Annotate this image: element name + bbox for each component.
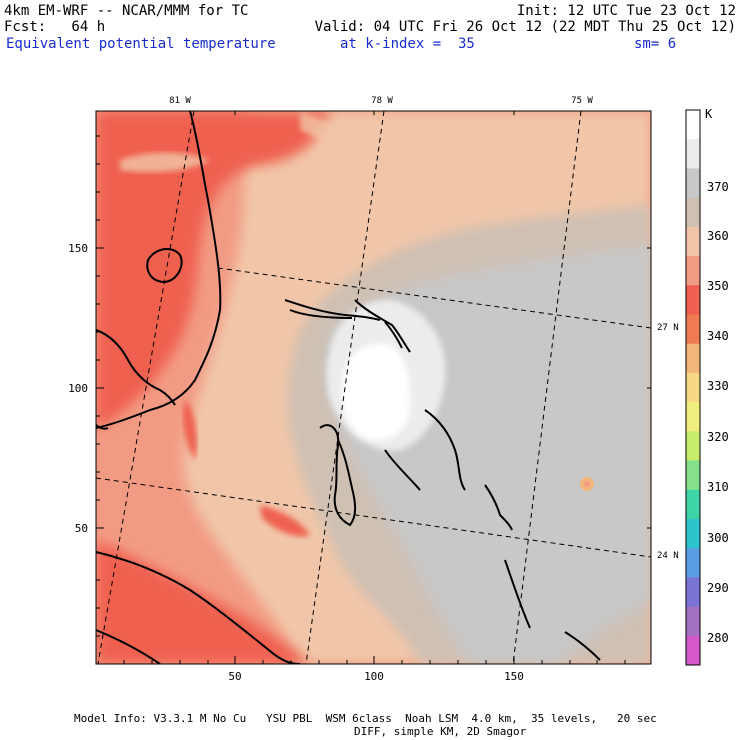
- smoothing-info: sm= 6: [634, 36, 677, 52]
- colorbar-cell: [686, 606, 700, 637]
- colorbar-cell: [686, 548, 700, 578]
- colorbar-label: 330: [707, 379, 729, 393]
- colorbar-cell: [686, 197, 700, 228]
- forecast-hour: Fcst: 64 h: [4, 19, 106, 35]
- lat-label: 27 N: [657, 323, 679, 333]
- colorbar-cell: [686, 285, 700, 315]
- x-tick-label: 150: [504, 670, 524, 683]
- lat-lon-grid: [96, 111, 651, 664]
- colorbar-cell: [686, 372, 700, 403]
- colorbar: K 370 360 350 340 330 320 310 300 290 28…: [685, 107, 729, 666]
- colorbar-cell: [686, 139, 700, 169]
- colorbar-cell: [686, 226, 700, 257]
- y-tick-label: 50: [75, 522, 88, 535]
- lon-label: 81 W: [169, 96, 191, 106]
- colorbar-cell: [686, 343, 700, 374]
- y-tick-label: 150: [68, 242, 88, 255]
- colorbar-cell: [686, 460, 700, 491]
- colorbar-cell: [686, 577, 700, 608]
- model-info-diffusion: DIFF, simple KM, 2D Smagor: [354, 725, 527, 738]
- x-tick-label: 100: [364, 670, 384, 683]
- x-tick-label: 50: [228, 670, 241, 683]
- colorbar-cell: [686, 110, 700, 140]
- lat-label: 24 N: [657, 551, 679, 561]
- level-info: at k-index = 35: [340, 36, 475, 52]
- colorbar-cell: [686, 518, 700, 549]
- colorbar-cell: [686, 314, 700, 345]
- colorbar-cell: [686, 168, 700, 199]
- colorbar-label: 280: [707, 631, 729, 645]
- colorbar-cell: [686, 489, 700, 520]
- model-title: 4km EM-WRF -- NCAR/MMM for TC: [4, 3, 249, 19]
- valid-time: Valid: 04 UTC Fri 26 Oct 12 (22 MDT Thu …: [314, 19, 736, 35]
- coastlines: [96, 111, 601, 664]
- colorbar-label: 360: [707, 229, 729, 243]
- colorbar-label: 300: [707, 531, 729, 545]
- colorbar-label: 370: [707, 180, 729, 194]
- init-time: Init: 12 UTC Tue 23 Oct 12: [516, 3, 736, 19]
- colorbar-label: 290: [707, 581, 729, 595]
- axis-ticks: [96, 111, 651, 664]
- colorbar-label: 340: [707, 329, 729, 343]
- model-info: Model Info: V3.3.1 M No Cu YSU PBL WSM 6…: [74, 712, 657, 725]
- colorbar-label: 320: [707, 430, 729, 444]
- colorbar-label: 350: [707, 279, 729, 293]
- colorbar-cell: [686, 431, 700, 462]
- lon-label: 78 W: [371, 96, 393, 106]
- colorbar-cell: [686, 256, 700, 286]
- colorbar-unit: K: [705, 107, 713, 121]
- lon-label: 75 W: [571, 96, 593, 106]
- colorbar-cell: [686, 635, 700, 666]
- colorbar-cell: [686, 402, 700, 432]
- y-tick-label: 100: [68, 382, 88, 395]
- colorbar-label: 310: [707, 480, 729, 494]
- field-name: Equivalent potential temperature: [6, 36, 276, 52]
